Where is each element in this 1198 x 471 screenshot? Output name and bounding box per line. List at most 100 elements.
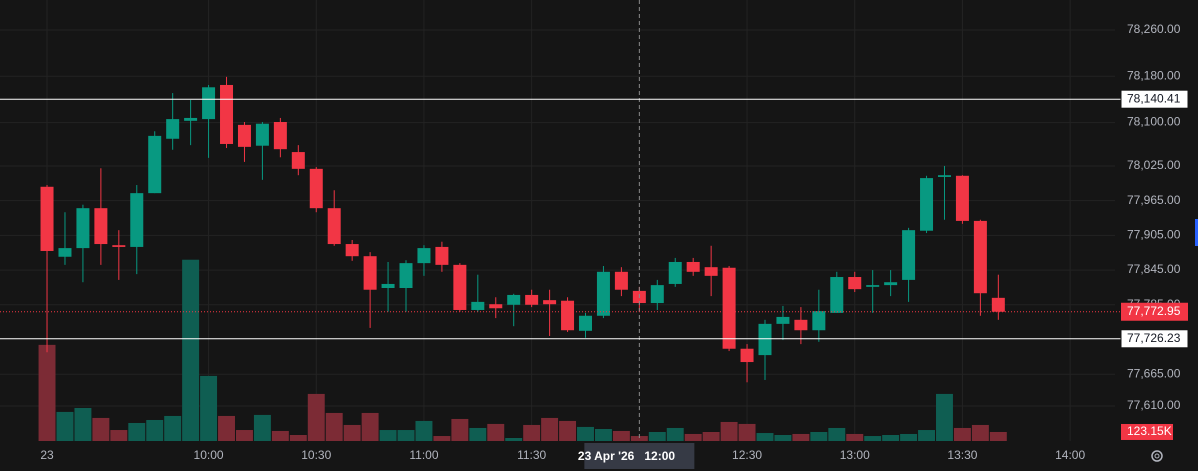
crosshair-date: 23 Apr '26: [578, 449, 635, 463]
candle-body: [345, 244, 359, 257]
candle-body: [130, 193, 144, 247]
volume-bar: [182, 259, 200, 441]
candle-body: [579, 315, 593, 331]
volume-bar: [577, 426, 594, 441]
x-tick-label: 14:00: [1055, 448, 1085, 462]
candle-body: [830, 277, 844, 313]
volume-bar: [38, 344, 56, 441]
settings-core[interactable]: [1154, 453, 1160, 459]
candle-body: [722, 267, 736, 349]
candle-body: [920, 178, 934, 231]
candle-body: [220, 84, 234, 144]
volume-bar: [74, 407, 92, 441]
candle-body: [273, 121, 287, 150]
volume-bar: [918, 430, 936, 441]
candle-body: [561, 300, 575, 331]
y-tick-label: 77,905.00: [1127, 228, 1181, 242]
volume-bar: [846, 433, 864, 441]
x-tick-label: 23: [40, 448, 54, 462]
volume-bar: [200, 375, 218, 441]
volume-bar: [218, 415, 235, 441]
candle-body: [309, 168, 323, 209]
crosshair-label-bg: [584, 443, 695, 469]
volume-bar: [864, 436, 882, 441]
candle-body: [955, 175, 969, 221]
volume-bar: [971, 424, 989, 441]
candle-body: [937, 175, 951, 177]
candle-body: [453, 264, 467, 310]
last-price-label: 77,772.95: [1127, 304, 1181, 318]
volume-bar: [451, 418, 469, 441]
volume-bar: [738, 423, 756, 441]
volume-bar: [594, 428, 612, 441]
scale-marker: [1195, 219, 1198, 246]
candle-body: [848, 277, 862, 290]
x-tick-label: 12:30: [732, 448, 762, 462]
volume-bar: [379, 430, 397, 441]
volume-bar: [110, 430, 128, 441]
price-line-label-bg: [1120, 89, 1189, 109]
crosshair-time: 12:00: [644, 449, 675, 463]
candle-body: [363, 256, 377, 290]
candle-body: [327, 208, 341, 245]
candle-body: [417, 248, 431, 264]
candle-body: [776, 316, 790, 324]
volume-bar: [936, 393, 953, 441]
volume-label-bg: [1121, 423, 1173, 440]
volume-bar: [487, 423, 505, 441]
y-tick-label: 78,100.00: [1127, 115, 1181, 129]
candle-body: [399, 263, 413, 289]
settings-icon[interactable]: [1151, 450, 1163, 462]
candle-body: [991, 297, 1005, 312]
candle-body: [291, 152, 305, 169]
candle-body: [740, 348, 754, 363]
volume-bar: [235, 430, 253, 441]
volume-bar: [92, 417, 110, 441]
price-line-label: 77,726.23: [1127, 331, 1181, 345]
price-line-label-bg: [1120, 329, 1189, 349]
candle-body: [525, 294, 539, 305]
candle-body: [202, 87, 216, 120]
candle-body: [758, 323, 772, 356]
candle-body: [40, 186, 54, 251]
candle-body: [489, 304, 503, 309]
volume-bar: [720, 421, 738, 441]
candle-body: [435, 246, 449, 265]
candle-body: [902, 230, 916, 280]
price-line-label: 78,140.41: [1127, 91, 1181, 105]
volume-bar: [559, 420, 577, 441]
volume-bar: [505, 437, 523, 441]
candle-body: [884, 282, 898, 286]
volume-bar: [146, 419, 164, 441]
candle-body: [668, 261, 682, 284]
volume-bar: [164, 415, 182, 441]
y-tick-label: 78,180.00: [1127, 68, 1181, 82]
y-tick-label: 78,260.00: [1127, 22, 1181, 36]
volume-bar: [953, 427, 971, 441]
candle-body: [184, 117, 198, 121]
settings-ring[interactable]: [1151, 450, 1163, 462]
volume-bar: [289, 434, 307, 441]
candle-body: [166, 119, 180, 139]
x-tick-label: 11:30: [517, 448, 546, 462]
candle-body: [543, 300, 557, 305]
y-tick-label: 78,025.00: [1127, 158, 1181, 172]
volume-bar: [343, 424, 361, 441]
candle-body: [148, 135, 162, 194]
candle-body: [704, 267, 718, 276]
volume-bar: [271, 430, 289, 441]
volume-bar: [56, 411, 74, 441]
candle-body: [237, 124, 251, 147]
volume-bar: [684, 433, 702, 441]
volume-bar: [774, 434, 792, 441]
volume-bar: [630, 436, 648, 441]
x-tick-label: 13:00: [840, 448, 870, 462]
candle-body: [650, 285, 664, 304]
volume-bar: [989, 431, 1007, 441]
volume-bar: [810, 431, 828, 441]
x-tick-label: 13:30: [947, 448, 977, 462]
y-tick-label: 77,845.00: [1127, 262, 1181, 276]
candle-body: [973, 220, 987, 294]
volume-bar: [469, 427, 487, 441]
